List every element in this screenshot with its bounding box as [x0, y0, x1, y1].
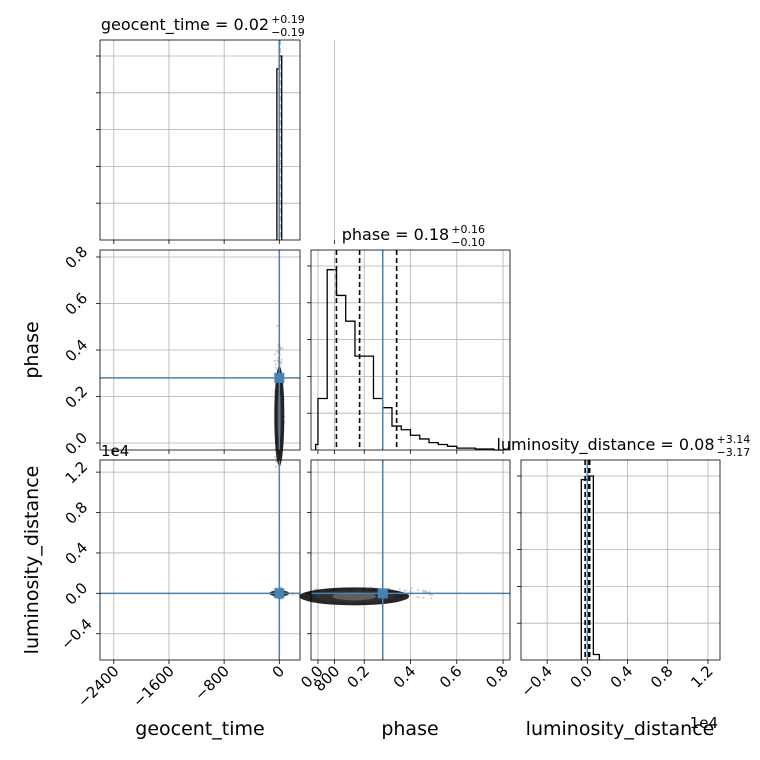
sample-point: [410, 587, 413, 590]
sample-point: [275, 465, 278, 468]
sample-point: [280, 361, 283, 364]
sample-point: [428, 590, 431, 593]
sample-point: [418, 596, 421, 599]
y-tick-label: 0.0: [62, 429, 92, 459]
histogram-panel-geocent_time: [99, 39, 301, 241]
y-tick-label: −0.4: [57, 615, 95, 653]
title-upper-error: +3.14: [717, 433, 751, 446]
y-axis-label-luminosity-distance: luminosity_distance: [21, 466, 43, 655]
sample-point: [276, 359, 279, 362]
sample-point: [430, 597, 433, 600]
histogram-panel-phase: [310, 249, 511, 451]
sample-point: [405, 589, 408, 592]
truth-marker: [274, 372, 285, 383]
title-upper-error: +0.19: [271, 13, 305, 26]
x-tick-label: 0.4: [607, 662, 637, 692]
x-axis-label-geocent-time: geocent_time: [135, 718, 264, 740]
y-tick-label: 0.2: [62, 382, 92, 412]
sample-point: [313, 588, 316, 591]
x-tick-label: 0.2: [343, 662, 373, 692]
truth-marker: [377, 588, 388, 599]
x-tick-label: 0.0: [567, 662, 597, 692]
x-offset-label: 1e4: [690, 714, 718, 732]
sample-point: [276, 350, 279, 353]
x-tick-label: −0.4: [517, 662, 555, 700]
sample-point: [274, 366, 277, 370]
truth-marker: [274, 588, 285, 599]
y-axis-label-phase: phase: [21, 321, 43, 378]
y-tick-label: 0.8: [62, 243, 92, 273]
x-tick-label: −1600: [129, 662, 178, 711]
panel-phase-vs-luminosity_distance: [310, 459, 511, 661]
density-contour: [332, 592, 377, 601]
sample-point: [274, 460, 278, 463]
panel-geocent_time-vs-luminosity_distance: [99, 459, 301, 661]
x-tick-label: 0: [269, 662, 288, 681]
sample-point: [273, 359, 276, 363]
panel-geocent_time-vs-phase: [99, 249, 301, 451]
x-axis-label-luminosity-distance: luminosity_distance: [526, 718, 715, 740]
sample-point: [292, 591, 295, 594]
y-tick-label: 0.8: [62, 498, 92, 528]
sample-point: [398, 588, 401, 591]
sample-point: [279, 346, 282, 349]
histogram-panel-luminosity_distance: [520, 459, 721, 661]
y-tick-label: 1.2: [62, 458, 92, 488]
x-tick-label: 0.6: [436, 662, 466, 692]
title-lower-error: −0.10: [451, 236, 485, 249]
sample-point: [291, 593, 294, 596]
sample-point: [402, 589, 406, 592]
y-offset-label: 1e4: [101, 442, 129, 460]
histogram-phase: [314, 269, 504, 451]
x-tick-label: 1.2: [687, 662, 717, 692]
sample-point: [281, 347, 284, 350]
y-tick-label: 0.6: [62, 289, 92, 319]
sample-point: [422, 589, 425, 592]
panel-title-geocent_time: geocent_time = 0.02: [101, 15, 269, 35]
y-tick-label: 0.4: [62, 336, 92, 366]
sample-point: [274, 363, 277, 366]
sample-point: [428, 593, 431, 596]
x-tick-label: −2400: [74, 662, 123, 711]
y-tick-label: 0.4: [62, 539, 92, 569]
sample-point: [416, 595, 419, 598]
x-tick-label: 0.4: [390, 662, 420, 692]
sample-point: [274, 456, 277, 459]
title-lower-error: −3.17: [717, 446, 751, 459]
y-tick-label: 0.0: [62, 579, 92, 609]
sample-point: [276, 324, 279, 328]
sample-point: [417, 588, 420, 592]
x-tick-label: 0.8: [647, 662, 677, 692]
sample-point: [409, 590, 412, 593]
sample-point: [430, 593, 434, 597]
sample-point: [424, 589, 427, 593]
sample-point: [410, 590, 413, 594]
x-tick-label: 0.8: [482, 662, 512, 692]
sample-point: [422, 590, 425, 594]
title-lower-error: −0.19: [271, 26, 305, 39]
panel-title-phase: phase = 0.18: [342, 225, 449, 244]
sample-point: [280, 358, 283, 361]
x-axis-label-phase: phase: [381, 718, 438, 740]
sample-point: [273, 353, 277, 356]
sample-point: [422, 596, 425, 599]
x-tick-label: −800: [191, 662, 233, 704]
panel-title-luminosity_distance: luminosity_distance = 0.08: [496, 435, 714, 455]
density-contours: [299, 587, 410, 606]
title-upper-error: +0.16: [451, 223, 485, 236]
